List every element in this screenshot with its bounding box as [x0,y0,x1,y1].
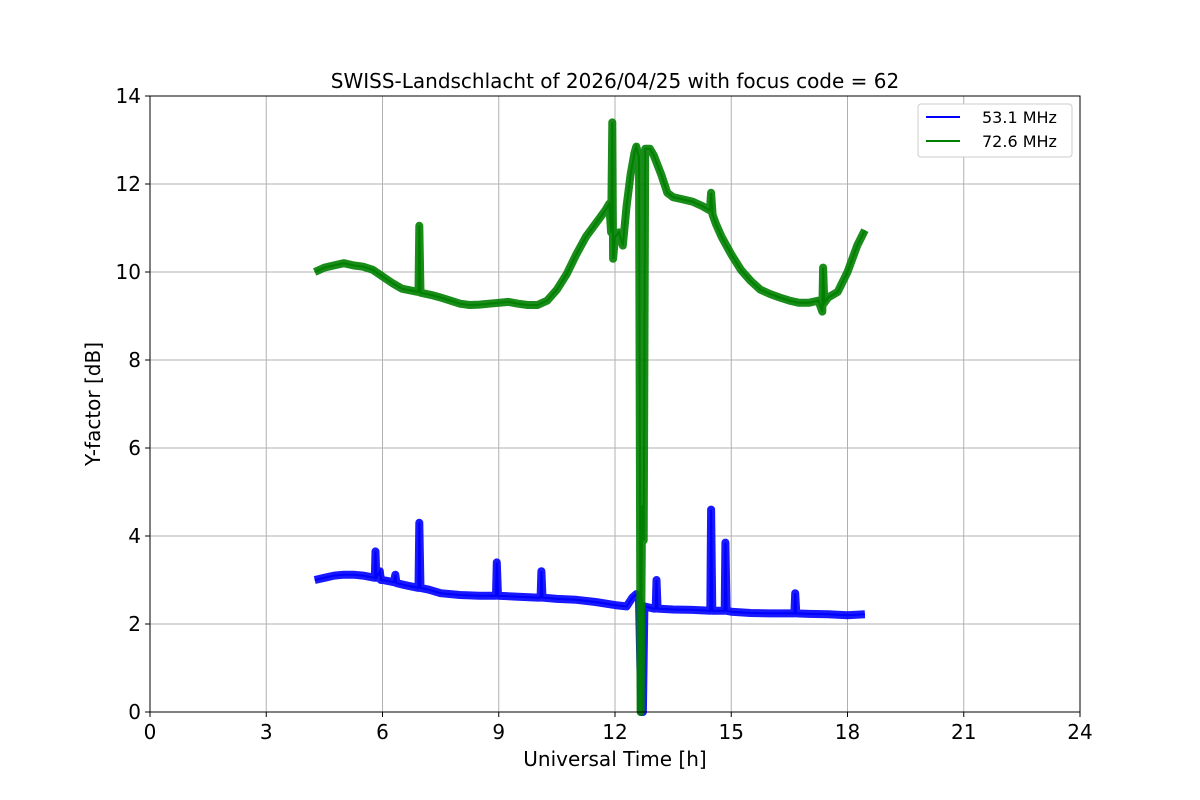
y-axis-label: Y-factor [dB] [81,342,105,467]
y-tick-label: 10 [116,260,141,284]
x-tick-label: 15 [719,720,744,744]
x-tick-label: 12 [602,720,627,744]
y-tick-label: 0 [128,700,141,724]
legend-label-72-6-mhz: 72.6 MHz [982,132,1057,151]
y-tick-label: 6 [128,436,141,460]
y-axis-ticks: 0 2 4 6 8 10 12 14 [116,84,150,724]
y-tick-label: 4 [128,524,141,548]
x-axis-ticks: 0 3 6 9 12 15 18 21 24 [144,712,1093,744]
series-line-72-6-mhz [314,122,866,713]
x-tick-label: 0 [144,720,157,744]
y-tick-label: 8 [128,348,141,372]
x-tick-label: 6 [376,720,389,744]
series-line-53-1-mhz [314,509,865,713]
y-tick-label: 14 [116,84,141,108]
x-tick-label: 24 [1067,720,1092,744]
series-layer [313,118,869,716]
legend-label-53-1-mhz: 53.1 MHz [982,108,1057,127]
x-tick-label: 18 [835,720,860,744]
y-tick-label: 12 [116,172,141,196]
x-tick-label: 3 [260,720,273,744]
legend: 53.1 MHz 72.6 MHz [917,103,1073,158]
x-axis-label: Universal Time [h] [523,747,706,771]
x-tick-label: 21 [951,720,976,744]
y-tick-label: 2 [128,612,141,636]
chart-title: SWISS-Landschlacht of 2026/04/25 with fo… [331,69,899,93]
x-tick-label: 9 [492,720,505,744]
